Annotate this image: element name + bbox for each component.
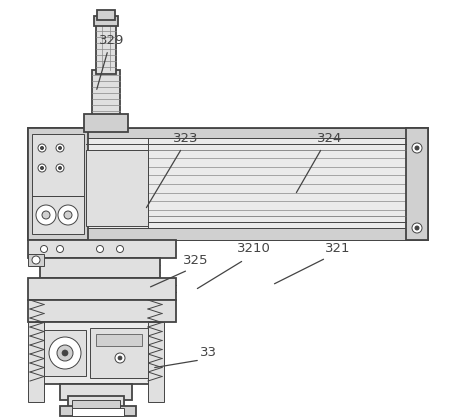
Circle shape bbox=[412, 143, 422, 153]
Circle shape bbox=[64, 211, 72, 219]
Circle shape bbox=[49, 337, 81, 369]
Bar bbox=[28, 254, 44, 266]
Circle shape bbox=[36, 205, 56, 225]
Bar bbox=[72, 400, 120, 410]
Bar bbox=[96, 22, 116, 74]
Circle shape bbox=[58, 205, 78, 225]
Bar bbox=[28, 300, 176, 322]
Bar bbox=[28, 128, 428, 240]
Circle shape bbox=[118, 356, 122, 360]
Circle shape bbox=[97, 245, 104, 252]
Bar bbox=[40, 258, 160, 278]
Bar bbox=[32, 134, 84, 196]
Bar bbox=[86, 150, 148, 226]
Circle shape bbox=[56, 245, 64, 252]
Circle shape bbox=[32, 256, 40, 264]
Circle shape bbox=[57, 345, 73, 361]
Bar bbox=[28, 240, 176, 258]
Bar bbox=[44, 330, 86, 376]
Bar bbox=[94, 16, 118, 26]
Bar bbox=[148, 322, 164, 402]
Bar bbox=[96, 334, 142, 346]
Circle shape bbox=[59, 166, 61, 170]
Bar bbox=[28, 228, 428, 240]
Bar bbox=[90, 328, 148, 378]
Circle shape bbox=[40, 166, 44, 170]
Bar bbox=[32, 196, 84, 234]
Bar bbox=[84, 114, 128, 132]
Circle shape bbox=[38, 144, 46, 152]
Bar bbox=[406, 128, 428, 240]
Bar bbox=[36, 322, 156, 384]
Bar bbox=[28, 278, 176, 300]
Bar bbox=[28, 128, 88, 240]
Circle shape bbox=[62, 350, 68, 356]
Bar bbox=[92, 70, 120, 118]
Bar bbox=[68, 396, 124, 410]
Circle shape bbox=[56, 164, 64, 172]
Bar bbox=[97, 10, 115, 20]
Bar bbox=[86, 138, 406, 228]
Circle shape bbox=[56, 144, 64, 152]
Circle shape bbox=[415, 146, 419, 150]
Circle shape bbox=[40, 245, 48, 252]
Text: 323: 323 bbox=[173, 132, 199, 145]
Bar bbox=[60, 384, 132, 400]
Text: 325: 325 bbox=[183, 253, 209, 267]
Text: 321: 321 bbox=[325, 242, 351, 255]
Bar bbox=[28, 322, 44, 402]
Circle shape bbox=[40, 146, 44, 150]
Circle shape bbox=[59, 146, 61, 150]
Circle shape bbox=[117, 245, 123, 252]
Bar bbox=[60, 406, 136, 416]
Circle shape bbox=[42, 211, 50, 219]
Text: 329: 329 bbox=[99, 33, 125, 46]
Circle shape bbox=[412, 223, 422, 233]
Bar bbox=[28, 128, 428, 138]
Circle shape bbox=[38, 164, 46, 172]
Text: 3210: 3210 bbox=[237, 242, 271, 255]
Text: 324: 324 bbox=[317, 132, 343, 145]
Bar bbox=[72, 408, 124, 416]
Circle shape bbox=[415, 226, 419, 230]
Circle shape bbox=[115, 353, 125, 363]
Text: 33: 33 bbox=[199, 346, 217, 359]
